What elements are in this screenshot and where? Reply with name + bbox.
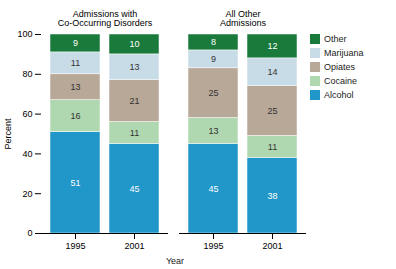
svg-text:25: 25	[267, 106, 277, 116]
svg-text:Percent: Percent	[3, 118, 13, 150]
svg-text:45: 45	[129, 184, 139, 194]
svg-text:21: 21	[129, 96, 139, 106]
svg-text:2001: 2001	[262, 241, 282, 251]
svg-text:51: 51	[70, 178, 80, 188]
svg-text:13: 13	[208, 126, 218, 136]
svg-text:0: 0	[27, 228, 32, 238]
svg-text:14: 14	[267, 67, 277, 77]
svg-text:16: 16	[70, 111, 80, 121]
html-text:Marijuana: Marijuana	[324, 48, 364, 58]
svg-text:9: 9	[73, 38, 78, 48]
svg-text:25: 25	[208, 88, 218, 98]
svg-text:2001: 2001	[124, 241, 144, 251]
svg-text:45: 45	[208, 184, 218, 194]
svg-text:60: 60	[22, 109, 32, 119]
html-text:Opiates: Opiates	[324, 62, 355, 72]
svg-text:13: 13	[70, 82, 80, 92]
html-text:Alcohol: Alcohol	[324, 90, 354, 100]
svg-text:13: 13	[129, 62, 139, 72]
svg-text:9: 9	[211, 54, 216, 64]
html-text:Year: Year	[165, 256, 185, 266]
svg-text:100: 100	[17, 29, 32, 39]
svg-text:11: 11	[71, 58, 80, 68]
svg-text:11: 11	[130, 128, 139, 138]
html-text:Cocaine: Cocaine	[324, 76, 357, 86]
svg-text:20: 20	[22, 189, 32, 199]
svg-text:All OtherAdmissions: All OtherAdmissions	[220, 9, 267, 28]
svg-text:40: 40	[22, 149, 32, 159]
svg-text:1995: 1995	[65, 241, 85, 251]
svg-text:10: 10	[129, 39, 139, 49]
svg-text:8: 8	[211, 37, 216, 47]
svg-text:Admissions withCo-Occurring Di: Admissions withCo-Occurring Disorders	[58, 9, 153, 28]
html-text:Other: Other	[324, 34, 347, 44]
svg-text:1995: 1995	[203, 241, 223, 251]
svg-text:11: 11	[268, 142, 277, 152]
svg-text:38: 38	[267, 191, 277, 201]
svg-text:80: 80	[22, 69, 32, 79]
svg-text:12: 12	[267, 41, 277, 51]
